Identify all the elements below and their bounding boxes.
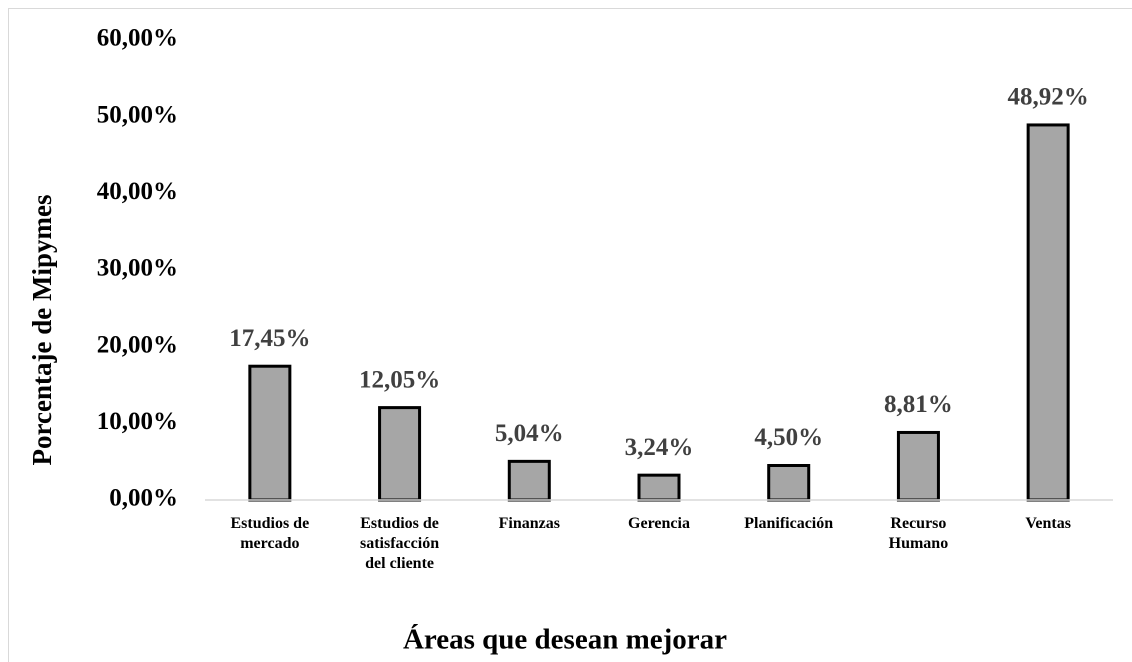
x-tick-label: Estudios de satisfacción del cliente <box>360 515 440 572</box>
x-axis-title: Áreas que desean mejorar <box>403 623 727 656</box>
y-tick-label: 40,00% <box>97 178 178 205</box>
x-tick-label: Planificación <box>744 515 834 532</box>
value-label: 17,45% <box>229 325 310 352</box>
y-tick-label: 20,00% <box>97 331 178 358</box>
value-label: 8,81% <box>884 391 953 418</box>
bar <box>248 364 292 502</box>
y-tick-label: 0,00% <box>109 485 178 512</box>
y-tick-label: 10,00% <box>97 408 178 435</box>
bar <box>507 459 551 502</box>
y-tick-label: 60,00% <box>97 25 178 52</box>
y-axis-title: Porcentaje de Mipymes <box>27 195 57 466</box>
bar <box>767 464 811 502</box>
value-label: 12,05% <box>359 366 440 393</box>
bar <box>896 430 940 502</box>
bar <box>637 473 681 502</box>
value-label: 4,50% <box>754 424 823 451</box>
bar <box>378 406 422 502</box>
value-label: 5,04% <box>495 420 564 447</box>
value-label: 3,24% <box>625 434 694 461</box>
x-tick-label: Estudios de mercado <box>230 515 310 552</box>
value-label: 48,92% <box>1008 84 1089 111</box>
y-tick-label: 50,00% <box>97 101 178 128</box>
bar <box>1026 123 1070 502</box>
x-tick-label: Recurso Humano <box>888 515 949 552</box>
x-tick-label: Finanzas <box>498 515 560 532</box>
y-tick-label: 30,00% <box>97 255 178 282</box>
x-tick-label: Ventas <box>1025 515 1071 532</box>
chart-frame <box>8 8 1132 662</box>
x-tick-label: Gerencia <box>628 515 690 532</box>
